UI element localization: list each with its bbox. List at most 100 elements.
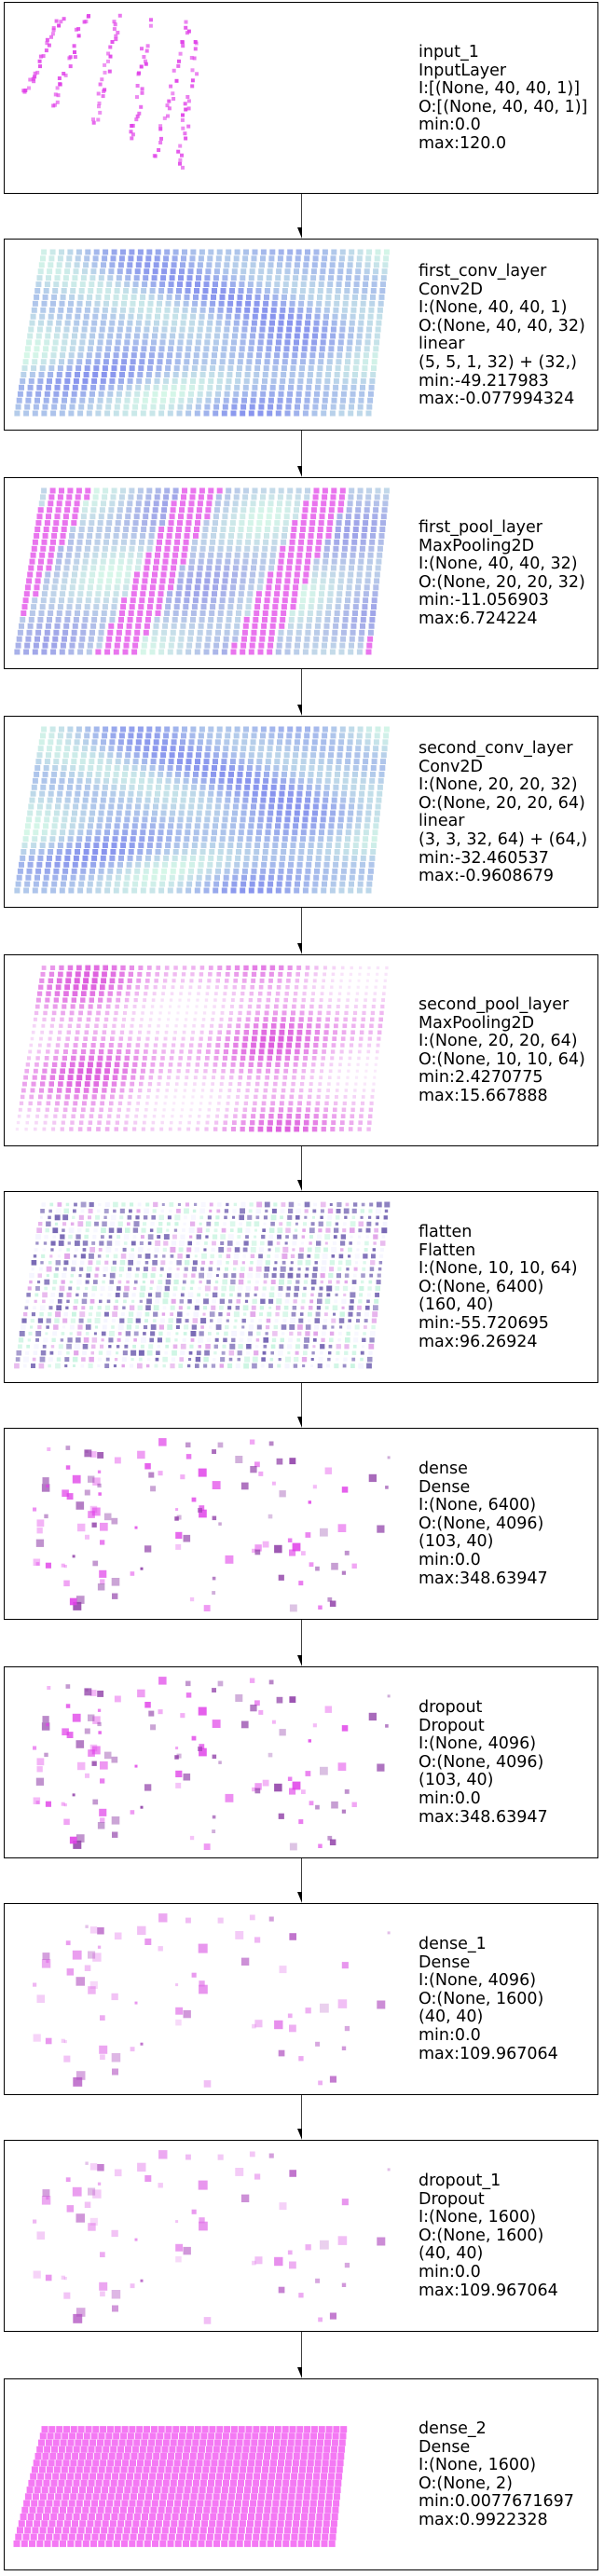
activation-cell — [40, 784, 47, 790]
activation-cell — [361, 1095, 365, 1099]
activation-cell — [355, 578, 362, 584]
activation-cell — [148, 532, 155, 539]
activation-cell — [100, 1286, 105, 1291]
activation-cell — [365, 1227, 371, 1233]
activation-cell — [214, 1280, 219, 1284]
activation-cell — [269, 790, 276, 797]
activation-cell — [308, 294, 314, 300]
activation-cell — [24, 1068, 30, 1074]
activation-cell — [198, 494, 204, 500]
activation-cell — [264, 771, 269, 777]
activation-cell — [45, 861, 51, 868]
activation-cell — [199, 610, 206, 616]
activation-cell — [354, 998, 359, 1002]
activation-cell — [119, 971, 125, 978]
activation-cell — [262, 1286, 267, 1291]
activation-cell — [25, 1062, 31, 1067]
activation-cell — [86, 887, 92, 894]
activation-cell — [38, 739, 45, 746]
activation-cell — [224, 1114, 228, 1118]
activation-cell — [227, 777, 234, 784]
activation-cell — [121, 836, 128, 843]
activation-cell — [230, 1062, 236, 1067]
activation-cell — [175, 1018, 179, 1021]
activation-cell — [34, 1248, 38, 1252]
layer-class: InputLayer — [419, 61, 507, 80]
activation-cell — [133, 514, 140, 520]
activation-cell — [269, 861, 276, 868]
activation-cell — [376, 320, 382, 326]
activation-cell — [103, 1081, 108, 1087]
activation-cell — [177, 578, 184, 584]
activation-cell — [127, 320, 133, 326]
activation-cell — [370, 765, 377, 771]
activation-cell — [371, 836, 378, 843]
activation-cell — [337, 823, 343, 829]
activation-cell — [78, 881, 85, 887]
activation-cell — [22, 836, 29, 843]
activation-cell — [254, 777, 260, 784]
activation-cell — [345, 836, 350, 843]
activation-cell — [256, 1004, 261, 1009]
activation-cell — [163, 552, 170, 558]
activation-cell — [237, 836, 243, 843]
activation-cell — [258, 1119, 265, 1126]
activation-cell — [221, 281, 227, 288]
activation-cell — [116, 1114, 120, 1118]
activation-cell — [247, 591, 254, 597]
activation-cell — [316, 300, 323, 307]
activation-cell — [43, 1241, 48, 1245]
activation-cell — [371, 281, 378, 288]
activation-cell — [169, 998, 173, 1002]
layer-name: first_pool_layer — [419, 518, 542, 537]
layer-detail: min:2.4270775 — [419, 1068, 543, 1088]
activation-cell — [81, 991, 87, 996]
activation-cell — [170, 992, 174, 995]
activation-cell — [98, 333, 104, 339]
activation-cell — [234, 861, 240, 868]
activation-cell — [254, 1094, 258, 1100]
activation-cell — [216, 726, 223, 733]
activation-cell — [234, 726, 240, 733]
activation-cell — [181, 979, 185, 983]
activation-cell — [139, 64, 144, 69]
activation-cell — [250, 1120, 255, 1126]
activation-cell — [303, 642, 309, 649]
activation-cell — [173, 604, 180, 610]
activation-cell — [340, 1036, 346, 1041]
activation-cell — [67, 836, 74, 843]
activation-cell — [373, 262, 379, 268]
activation-cell — [312, 733, 319, 739]
activation-cell — [177, 1005, 181, 1008]
activation-cell — [300, 759, 307, 765]
activation-cell — [172, 68, 176, 73]
activation-cell — [243, 790, 250, 797]
activation-cell — [55, 1043, 61, 1048]
activation-cell — [117, 1048, 122, 1055]
activation-cell — [265, 1209, 268, 1213]
activation-cell — [135, 84, 140, 88]
activation-cell — [245, 843, 252, 849]
activation-cell — [41, 410, 48, 417]
activation-cell — [195, 759, 200, 765]
activation-cell — [68, 1227, 75, 1233]
activation-cell — [107, 391, 114, 397]
activation-cell — [325, 771, 332, 777]
activation-cell — [123, 765, 130, 771]
activation-cell — [224, 1042, 229, 1048]
activation-cell — [181, 1036, 185, 1041]
activation-cell — [145, 972, 151, 977]
activation-cell — [381, 1227, 388, 1234]
activation-cell — [200, 1202, 206, 1207]
activation-cell — [294, 985, 299, 990]
activation-cell — [79, 520, 86, 527]
activation-cell — [261, 861, 268, 868]
activation-cell — [155, 972, 159, 977]
activation-cell — [255, 836, 261, 843]
activation-cell — [38, 320, 44, 326]
activation-cell — [117, 623, 123, 629]
activation-cell — [363, 759, 369, 765]
activation-cell — [185, 346, 192, 352]
activation-cell — [214, 326, 221, 333]
activation-cell — [162, 558, 169, 565]
